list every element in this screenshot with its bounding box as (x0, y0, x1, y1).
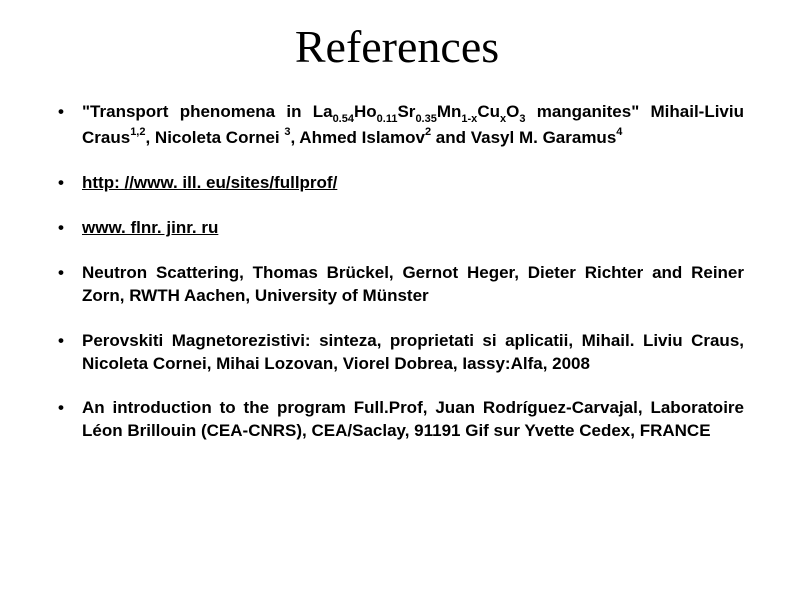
ref1-t8: , Nicoleta Cornei (145, 128, 284, 147)
ref1-sub5: x (500, 113, 506, 125)
page-title: References (50, 20, 744, 73)
ref1-sup3: 2 (425, 126, 431, 138)
reference-link-flnr[interactable]: www. flnr. jinr. ru (82, 218, 218, 237)
ref1-t10: and Vasyl M. Garamus (431, 128, 616, 147)
ref1-prefix: "Transport phenomena in La (82, 102, 333, 121)
ref1-sup2: 3 (284, 126, 290, 138)
ref1-sub4: 1-x (461, 113, 477, 125)
ref1-sub3: 0.35 (415, 113, 436, 125)
ref1-t5: Cu (477, 102, 500, 121)
reference-item-5: Perovskiti Magnetorezistivi: sinteza, pr… (50, 330, 744, 376)
reference-item-1: "Transport phenomena in La0.54Ho0.11Sr0.… (50, 101, 744, 150)
ref1-t2: Ho (354, 102, 377, 121)
ref1-t6: O (506, 102, 519, 121)
ref1-sub1: 0.54 (333, 113, 354, 125)
references-list: "Transport phenomena in La0.54Ho0.11Sr0.… (50, 101, 744, 443)
ref1-sup1: 1,2 (130, 126, 145, 138)
ref1-sub2: 0.11 (377, 113, 398, 125)
ref1-sub6: 3 (519, 113, 525, 125)
ref1-t4: Mn (437, 102, 462, 121)
ref1-sup4: 4 (616, 126, 622, 138)
reference-link-fullprof[interactable]: http: //www. ill. eu/sites/fullprof/ (82, 173, 337, 192)
ref1-t3: Sr (397, 102, 415, 121)
slide-container: References "Transport phenomena in La0.5… (0, 0, 794, 595)
reference-item-6: An introduction to the program Full.Prof… (50, 397, 744, 443)
reference-item-2: http: //www. ill. eu/sites/fullprof/ (50, 172, 744, 195)
ref1-t9: , Ahmed Islamov (290, 128, 424, 147)
reference-item-3: www. flnr. jinr. ru (50, 217, 744, 240)
reference-item-4: Neutron Scattering, Thomas Brückel, Gern… (50, 262, 744, 308)
ref1-text: "Transport phenomena in La0.54Ho0.11Sr0.… (82, 102, 744, 147)
